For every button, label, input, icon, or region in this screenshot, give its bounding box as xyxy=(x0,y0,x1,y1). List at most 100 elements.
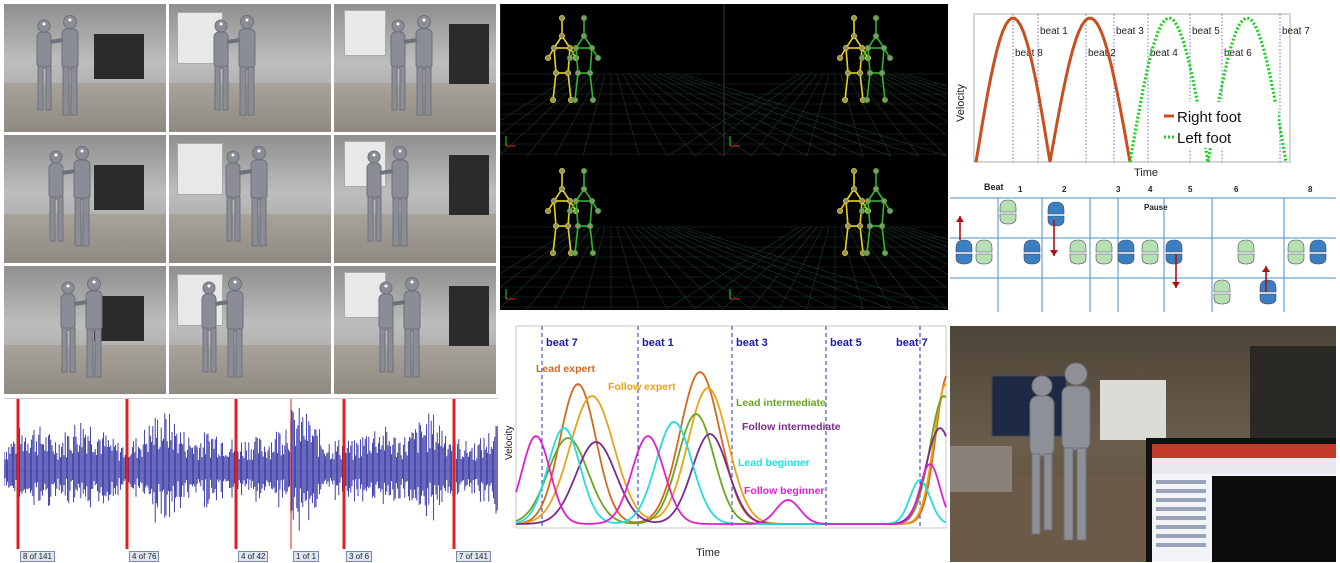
legend-label: Right foot xyxy=(1177,109,1242,126)
x-axis-label: Time xyxy=(1134,167,1158,179)
studio-dancers xyxy=(1029,362,1091,541)
dancer-pair xyxy=(201,277,244,378)
footprint xyxy=(1287,239,1305,253)
mocap-skeleton xyxy=(858,167,893,257)
beat-label: beat 7 xyxy=(546,337,578,349)
segment-label: 4 of 42 xyxy=(238,551,269,562)
mocap-view xyxy=(500,4,948,157)
beat-number: 1 xyxy=(1018,185,1023,194)
beat-label: beat 3 xyxy=(1116,26,1144,37)
mocap-view xyxy=(500,167,948,310)
beat-number: 8 xyxy=(1308,185,1313,194)
arrow-head xyxy=(1172,282,1180,288)
segment-label: 4 of 76 xyxy=(129,551,160,562)
footprint xyxy=(1165,253,1183,265)
studio-photo xyxy=(950,326,1336,562)
y-axis-label: Velocity xyxy=(955,84,967,122)
dance-photo xyxy=(334,135,496,263)
dancer-pair xyxy=(366,146,409,247)
footprint xyxy=(1047,215,1065,227)
waveform-trace xyxy=(4,407,498,531)
footprint xyxy=(999,213,1017,225)
dancer-pair xyxy=(60,277,103,378)
series-label: Lead expert xyxy=(536,363,595,375)
arrow-head xyxy=(956,216,964,222)
left-foot-curve xyxy=(1128,16,1210,163)
footprint xyxy=(975,239,993,253)
plot-frame xyxy=(973,13,1291,163)
beat-label: beat 3 xyxy=(736,337,768,349)
right-foot-curve xyxy=(974,16,1052,163)
legend-box xyxy=(1160,102,1278,148)
feet-velocity-chart: beat 8 beat 1 beat 2 beat 3 beat 4 beat 5 beat… xyxy=(950,4,1336,180)
beat-label: beat 5 xyxy=(830,337,862,349)
arrow-head xyxy=(1262,266,1270,272)
dancer-pair xyxy=(225,146,268,247)
monitor xyxy=(1146,438,1336,562)
dance-photo xyxy=(334,4,496,132)
beat-number: 5 xyxy=(1188,185,1193,194)
footprint xyxy=(1095,239,1113,253)
segment-label: 7 of 141 xyxy=(456,551,491,562)
dancer-pair xyxy=(213,15,256,116)
dancer-pair xyxy=(48,146,91,247)
mocap-skeleton xyxy=(858,14,893,104)
dance-photo xyxy=(4,135,166,263)
footprint xyxy=(1213,279,1231,293)
audio-waveform xyxy=(4,399,498,549)
footprint xyxy=(1023,239,1041,253)
series-label: Follow beginner xyxy=(744,485,825,497)
dancer-velocity-chart: beat 7 beat 1 beat 3 beat 5 beat 7 Lead exper… xyxy=(500,312,948,562)
footprint xyxy=(1117,253,1135,265)
dance-photo xyxy=(169,266,331,394)
x-axis-label: Time xyxy=(696,547,720,559)
footprint xyxy=(1141,239,1159,253)
beat-label: beat 2 xyxy=(1088,48,1116,59)
footprint xyxy=(1069,253,1087,265)
beat-label: beat 4 xyxy=(1150,48,1178,59)
dancer-pair xyxy=(390,15,433,116)
mocap-skeleton xyxy=(567,14,602,104)
footprint xyxy=(1117,239,1135,253)
dance-photo xyxy=(4,266,166,394)
footprint xyxy=(1309,253,1327,265)
footprint xyxy=(1237,253,1255,265)
footprint xyxy=(955,253,973,265)
footprint xyxy=(1069,239,1087,253)
mocap-skeleton xyxy=(545,167,580,257)
segment-label: 1 of 1 xyxy=(293,551,320,562)
footprint xyxy=(999,199,1017,213)
beat-label: beat 5 xyxy=(1192,26,1220,37)
series-label: Lead intermediate xyxy=(736,397,826,409)
curtain xyxy=(1250,346,1336,456)
beat-header: Beat xyxy=(984,182,1004,192)
footprint xyxy=(1259,293,1277,305)
footprint xyxy=(1023,253,1041,265)
series-label: Lead beginner xyxy=(738,457,810,469)
dance-photo xyxy=(169,4,331,132)
footprint xyxy=(975,253,993,265)
mocap-view xyxy=(666,4,948,157)
dance-photo xyxy=(4,4,166,132)
y-axis-label: Velocity xyxy=(504,426,515,460)
velocity-curve xyxy=(516,426,947,525)
series-label: Follow intermediate xyxy=(742,421,841,433)
beat-number: 6 xyxy=(1234,185,1239,194)
plot-frame xyxy=(515,325,947,529)
beat-number: 4 xyxy=(1148,185,1153,194)
beat-number: 2 xyxy=(1062,185,1067,194)
dance-photo-grid xyxy=(4,4,498,396)
mocap-skeleton xyxy=(837,14,871,104)
legend-label: Left foot xyxy=(1177,130,1232,147)
footprint xyxy=(1213,293,1231,305)
footprint xyxy=(1259,279,1277,293)
left-foot-curve xyxy=(1206,16,1288,163)
beat-label: beat 1 xyxy=(642,337,674,349)
mocap-skeleton xyxy=(567,167,602,257)
footprint xyxy=(1165,239,1183,253)
footprint xyxy=(1309,239,1327,253)
pause-label: Pause xyxy=(1144,203,1168,212)
series-label: Follow expert xyxy=(608,381,676,393)
audio-waveform-panel: 8 of 141 4 of 76 4 of 42 1 of 1 3 of 6 7 of 1… xyxy=(4,398,498,563)
beat-number: 3 xyxy=(1116,185,1121,194)
